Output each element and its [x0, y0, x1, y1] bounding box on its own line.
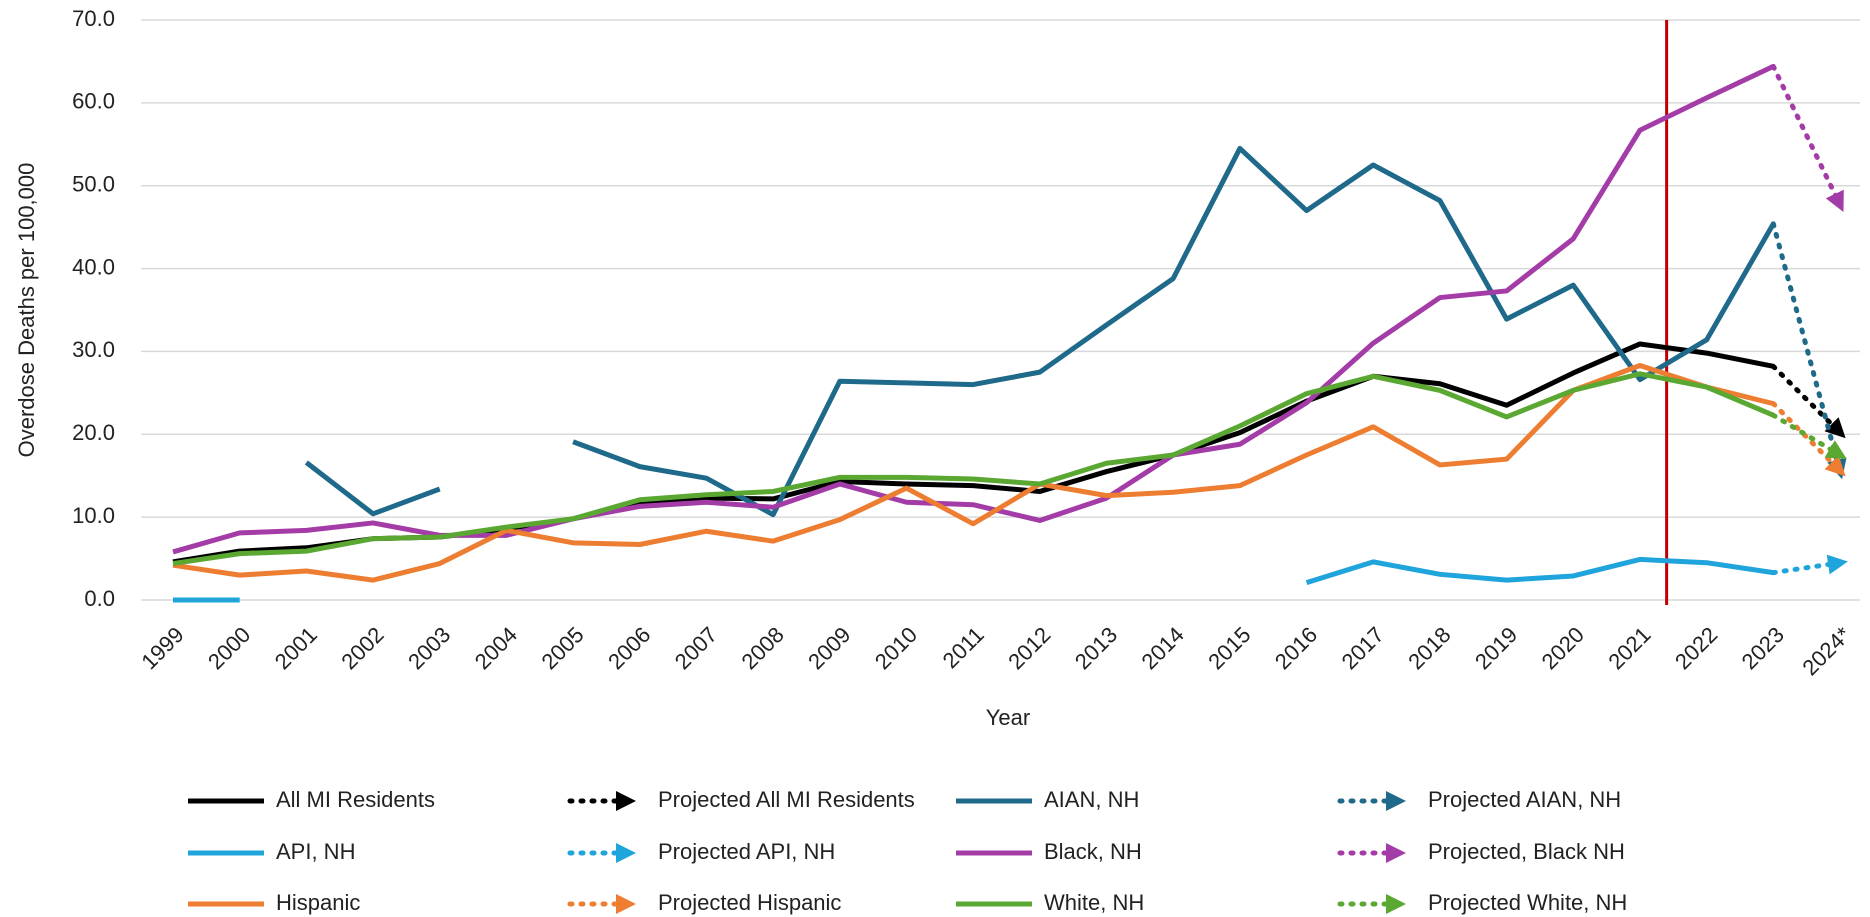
x-tick-label: 2021: [1603, 622, 1655, 674]
x-tick-label: 2023: [1737, 622, 1789, 674]
y-tick-label: 10.0: [72, 503, 115, 528]
legend-label: All MI Residents: [276, 787, 435, 812]
y-tick-label: 20.0: [72, 420, 115, 445]
x-tick-label: 2001: [270, 622, 322, 674]
legend-label: API, NH: [276, 839, 355, 864]
x-tick-label: 2000: [203, 622, 255, 674]
series-line: [172, 363, 1774, 583]
series-line: [172, 371, 1775, 567]
x-tick-label: 2009: [803, 622, 855, 674]
legend-label: Projected All MI Residents: [658, 787, 915, 812]
series-line: [1770, 63, 1844, 212]
series-line: [1770, 401, 1846, 477]
legend-label: Projected White, NH: [1428, 890, 1627, 915]
x-tick-label: 2016: [1270, 622, 1322, 674]
legend-label: AIAN, NH: [1044, 787, 1139, 812]
y-tick-label: 40.0: [72, 254, 115, 279]
x-tick-label: 2018: [1403, 622, 1455, 674]
x-tick-label: 1999: [136, 622, 188, 674]
x-tick-label: 2024*: [1797, 622, 1856, 681]
legend-label: Projected API, NH: [658, 839, 835, 864]
series-line: [1770, 363, 1846, 439]
x-tick-label: 2006: [603, 622, 655, 674]
series-line: [1770, 221, 1847, 480]
x-tick-label: 2022: [1670, 622, 1722, 674]
y-tick-label: 60.0: [72, 89, 115, 114]
legend-label: White, NH: [1044, 890, 1144, 915]
x-tick-label: 2020: [1537, 622, 1589, 674]
x-tick-label: 2003: [403, 622, 455, 674]
x-tick-label: 2019: [1470, 622, 1522, 674]
legend-label: Projected Hispanic: [658, 890, 841, 915]
x-tick-label: 2002: [336, 622, 388, 674]
x-tick-label: 2014: [1137, 622, 1189, 674]
y-tick-label: 50.0: [72, 172, 115, 197]
x-tick-label: 2004: [470, 622, 522, 674]
y-tick-label: 0.0: [84, 586, 115, 611]
y-tick-label: 30.0: [72, 337, 115, 362]
series-line: [1770, 412, 1847, 460]
x-tick-label: 2007: [670, 622, 722, 674]
legend-label: Projected, Black NH: [1428, 839, 1625, 864]
series-line: [1770, 554, 1848, 576]
legend-label: Black, NH: [1044, 839, 1142, 864]
legend-label: Hispanic: [276, 890, 360, 915]
x-tick-label: 2010: [870, 622, 922, 674]
x-tick-label: 2012: [1003, 622, 1055, 674]
x-tick-label: 2017: [1337, 622, 1389, 674]
x-tick-label: 2008: [736, 622, 788, 674]
x-tick-label: 2015: [1203, 622, 1255, 674]
x-tick-label: 2013: [1070, 622, 1122, 674]
x-tick-label: 2011: [938, 622, 989, 673]
series-line: [304, 145, 1776, 518]
x-axis-label: Year: [986, 705, 1030, 730]
y-axis-label: Overdose Deaths per 100,000: [14, 163, 39, 458]
legend-label: Projected AIAN, NH: [1428, 787, 1621, 812]
series-line: [173, 556, 1774, 603]
x-tick-label: 2005: [536, 622, 588, 674]
y-tick-label: 70.0: [72, 6, 115, 31]
